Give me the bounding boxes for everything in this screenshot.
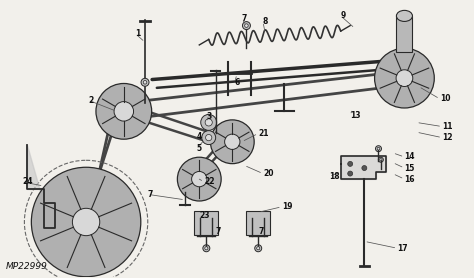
Circle shape [143,81,147,84]
Circle shape [348,162,353,166]
FancyBboxPatch shape [396,16,412,52]
Text: 24: 24 [22,177,33,186]
Circle shape [141,78,149,86]
Circle shape [243,22,250,29]
Text: 22: 22 [204,177,215,186]
Text: 7: 7 [258,227,264,236]
Text: 6: 6 [235,78,240,87]
Text: 8: 8 [263,17,268,26]
Text: 7: 7 [242,14,247,23]
Polygon shape [341,156,385,179]
Circle shape [380,159,382,161]
Circle shape [377,147,380,150]
Text: 1: 1 [136,29,141,38]
Text: 2: 2 [89,96,94,105]
Polygon shape [27,145,55,227]
FancyBboxPatch shape [194,211,219,235]
Circle shape [225,134,240,150]
Circle shape [31,167,141,277]
Text: 23: 23 [199,210,210,220]
Text: 9: 9 [341,11,346,20]
Circle shape [362,166,367,170]
Text: 13: 13 [350,111,361,120]
Circle shape [191,172,207,187]
Circle shape [256,247,260,250]
Circle shape [202,131,216,145]
Circle shape [396,70,413,86]
Text: 12: 12 [442,133,453,142]
Ellipse shape [396,10,412,21]
Text: 4: 4 [197,132,202,141]
Circle shape [206,135,212,141]
Circle shape [73,208,100,236]
Circle shape [201,115,217,130]
Circle shape [245,24,248,27]
Text: 18: 18 [329,172,339,181]
Circle shape [374,48,434,108]
Circle shape [96,83,152,139]
Circle shape [378,157,383,162]
Circle shape [177,157,221,201]
Circle shape [205,119,212,126]
Circle shape [205,247,208,250]
Circle shape [203,245,210,252]
Text: 20: 20 [263,169,273,178]
Text: 11: 11 [442,122,453,131]
Circle shape [114,101,134,121]
Circle shape [375,146,382,152]
Circle shape [255,245,262,252]
Text: 5: 5 [197,144,202,153]
Text: 19: 19 [282,202,292,211]
Text: 3: 3 [206,112,211,121]
Circle shape [210,120,254,164]
Text: 21: 21 [258,129,269,138]
Text: 17: 17 [397,244,408,253]
Text: MP22999: MP22999 [6,262,48,271]
Circle shape [348,171,353,176]
Text: 16: 16 [404,175,415,183]
Text: 7: 7 [147,190,153,199]
FancyBboxPatch shape [246,211,270,235]
Text: 15: 15 [404,163,415,173]
Text: 14: 14 [404,152,415,162]
Text: 7: 7 [216,227,221,236]
Text: 10: 10 [440,95,450,103]
